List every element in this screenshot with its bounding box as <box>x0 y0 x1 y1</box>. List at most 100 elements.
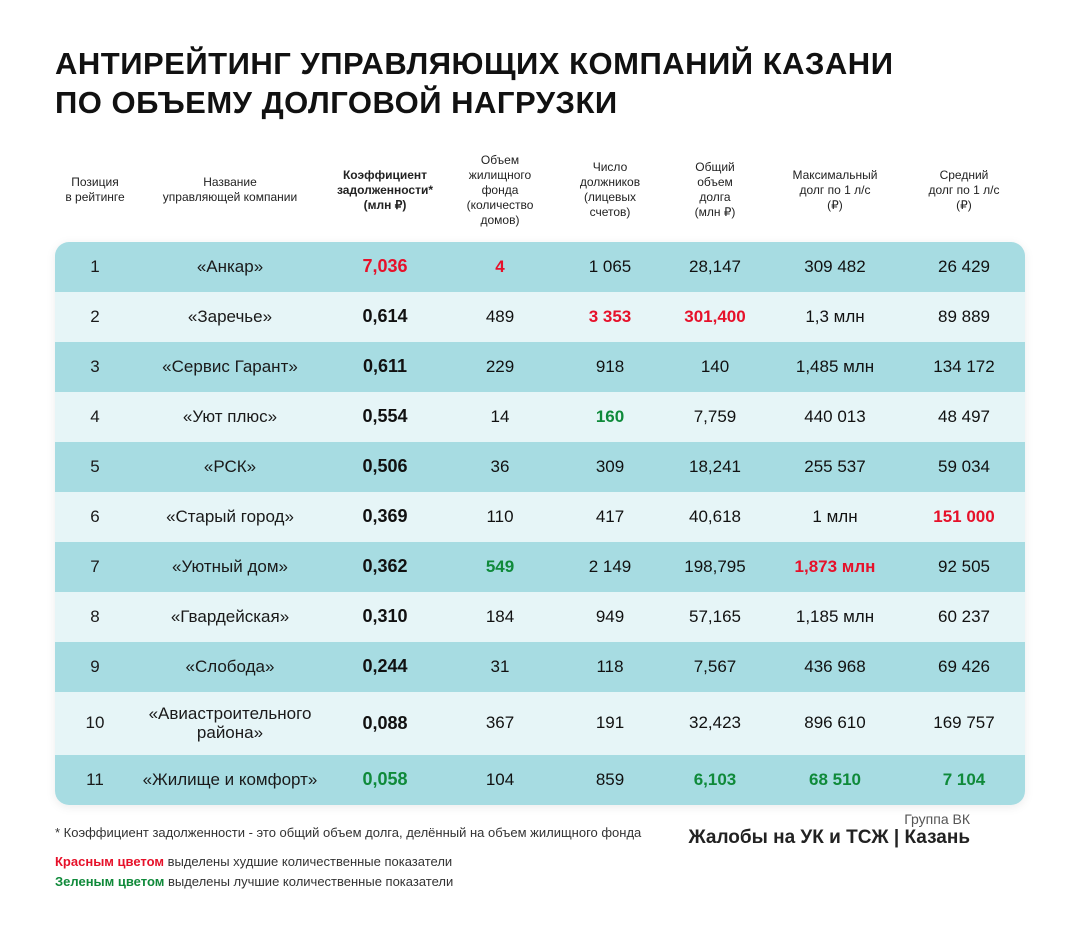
footnote-green-rest: выделены лучшие количественные показател… <box>164 874 453 889</box>
cell-housing-fund: 549 <box>445 553 555 581</box>
cell-company-name: «РСК» <box>135 453 325 481</box>
cell-position: 2 <box>55 303 135 331</box>
cell-housing-fund: 31 <box>445 653 555 681</box>
cell-coefficient: 0,244 <box>325 652 445 681</box>
table-row: 2«Заречье»0,6144893 353301,4001,3 млн89 … <box>55 292 1025 342</box>
table-row: 6«Старый город»0,36911041740,6181 млн151… <box>55 492 1025 542</box>
cell-total-debt: 57,165 <box>665 603 765 631</box>
cell-position: 7 <box>55 553 135 581</box>
cell-total-debt: 7,567 <box>665 653 765 681</box>
cell-total-debt: 28,147 <box>665 253 765 281</box>
cell-total-debt: 40,618 <box>665 503 765 531</box>
cell-coefficient: 0,058 <box>325 765 445 794</box>
cell-company-name: «Сервис Гарант» <box>135 353 325 381</box>
cell-debtor-count: 417 <box>555 503 665 531</box>
cell-housing-fund: 110 <box>445 503 555 531</box>
table-header-row: Позицияв рейтингеНазваниеуправляющей ком… <box>55 145 1025 242</box>
cell-max-debt: 1,873 млн <box>765 553 905 581</box>
column-header-4: Числодолжников(лицевыхсчетов) <box>555 160 665 220</box>
footer-brand: Жалобы на УК и ТСЖ | Казань <box>688 827 970 849</box>
cell-debtor-count: 118 <box>555 653 665 681</box>
cell-max-debt: 255 537 <box>765 453 905 481</box>
title-line-1: АНТИРЕЙТИНГ УПРАВЛЯЮЩИХ КОМПАНИЙ КАЗАНИ <box>55 46 893 81</box>
footnote-red: Красным цветом выделены худшие количеств… <box>55 852 1025 872</box>
column-header-1: Названиеуправляющей компании <box>135 175 325 205</box>
column-header-6: Максимальныйдолг по 1 л/с(₽) <box>765 168 905 213</box>
cell-company-name: «Уют плюс» <box>135 403 325 431</box>
cell-avg-debt: 89 889 <box>905 303 1023 331</box>
cell-max-debt: 309 482 <box>765 253 905 281</box>
cell-debtor-count: 191 <box>555 709 665 737</box>
cell-avg-debt: 60 237 <box>905 603 1023 631</box>
cell-housing-fund: 229 <box>445 353 555 381</box>
table-row: 4«Уют плюс»0,554141607,759440 01348 497 <box>55 392 1025 442</box>
cell-debtor-count: 1 065 <box>555 253 665 281</box>
cell-max-debt: 436 968 <box>765 653 905 681</box>
cell-position: 11 <box>55 766 135 794</box>
cell-coefficient: 0,088 <box>325 709 445 738</box>
cell-total-debt: 301,400 <box>665 303 765 331</box>
cell-company-name: «Авиастроительного района» <box>135 700 325 747</box>
cell-coefficient: 7,036 <box>325 252 445 281</box>
cell-avg-debt: 48 497 <box>905 403 1023 431</box>
cell-position: 4 <box>55 403 135 431</box>
cell-avg-debt: 134 172 <box>905 353 1023 381</box>
cell-housing-fund: 104 <box>445 766 555 794</box>
cell-company-name: «Старый город» <box>135 503 325 531</box>
cell-position: 8 <box>55 603 135 631</box>
footer-group-label: Группа ВК <box>688 811 970 827</box>
cell-company-name: «Жилище и комфорт» <box>135 766 325 794</box>
cell-housing-fund: 489 <box>445 303 555 331</box>
cell-avg-debt: 151 000 <box>905 503 1023 531</box>
column-header-7: Среднийдолг по 1 л/с(₽) <box>905 168 1023 213</box>
cell-avg-debt: 7 104 <box>905 766 1023 794</box>
cell-position: 6 <box>55 503 135 531</box>
cell-debtor-count: 3 353 <box>555 303 665 331</box>
table-row: 11«Жилище и комфорт»0,0581048596,10368 5… <box>55 755 1025 805</box>
cell-total-debt: 198,795 <box>665 553 765 581</box>
table-body: 1«Анкар»7,03641 06528,147309 48226 4292«… <box>55 242 1025 805</box>
footnote-green: Зеленым цветом выделены лучшие количеств… <box>55 872 1025 892</box>
cell-debtor-count: 309 <box>555 453 665 481</box>
cell-company-name: «Слобода» <box>135 653 325 681</box>
cell-max-debt: 440 013 <box>765 403 905 431</box>
cell-max-debt: 68 510 <box>765 766 905 794</box>
cell-company-name: «Уютный дом» <box>135 553 325 581</box>
page-title: АНТИРЕЙТИНГ УПРАВЛЯЮЩИХ КОМПАНИЙ КАЗАНИ … <box>55 45 1025 123</box>
cell-max-debt: 1 млн <box>765 503 905 531</box>
table-row: 8«Гвардейская»0,31018494957,1651,185 млн… <box>55 592 1025 642</box>
cell-total-debt: 7,759 <box>665 403 765 431</box>
cell-max-debt: 1,185 млн <box>765 603 905 631</box>
column-header-5: Общийобъемдолга(млн ₽) <box>665 160 765 220</box>
cell-avg-debt: 69 426 <box>905 653 1023 681</box>
cell-housing-fund: 4 <box>445 253 555 281</box>
table-row: 7«Уютный дом»0,3625492 149198,7951,873 м… <box>55 542 1025 592</box>
cell-company-name: «Заречье» <box>135 303 325 331</box>
cell-housing-fund: 367 <box>445 709 555 737</box>
table-row: 9«Слобода»0,244311187,567436 96869 426 <box>55 642 1025 692</box>
cell-total-debt: 6,103 <box>665 766 765 794</box>
cell-avg-debt: 26 429 <box>905 253 1023 281</box>
cell-housing-fund: 184 <box>445 603 555 631</box>
cell-position: 9 <box>55 653 135 681</box>
rating-table: Позицияв рейтингеНазваниеуправляющей ком… <box>55 145 1025 805</box>
column-header-2: Коэффициентзадолженности*(млн ₽) <box>325 168 445 213</box>
cell-max-debt: 1,485 млн <box>765 353 905 381</box>
cell-debtor-count: 918 <box>555 353 665 381</box>
cell-total-debt: 32,423 <box>665 709 765 737</box>
footnote-red-rest: выделены худшие количественные показател… <box>164 854 452 869</box>
cell-max-debt: 896 610 <box>765 709 905 737</box>
footnote-red-prefix: Красным цветом <box>55 854 164 869</box>
cell-avg-debt: 169 757 <box>905 709 1023 737</box>
table-row: 5«РСК»0,5063630918,241255 53759 034 <box>55 442 1025 492</box>
cell-coefficient: 0,369 <box>325 502 445 531</box>
table-row: 1«Анкар»7,03641 06528,147309 48226 429 <box>55 242 1025 292</box>
cell-position: 10 <box>55 709 135 737</box>
column-header-0: Позицияв рейтинге <box>55 175 135 205</box>
cell-total-debt: 140 <box>665 353 765 381</box>
cell-max-debt: 1,3 млн <box>765 303 905 331</box>
cell-position: 1 <box>55 253 135 281</box>
table-row: 3«Сервис Гарант»0,6112299181401,485 млн1… <box>55 342 1025 392</box>
cell-company-name: «Гвардейская» <box>135 603 325 631</box>
cell-debtor-count: 949 <box>555 603 665 631</box>
